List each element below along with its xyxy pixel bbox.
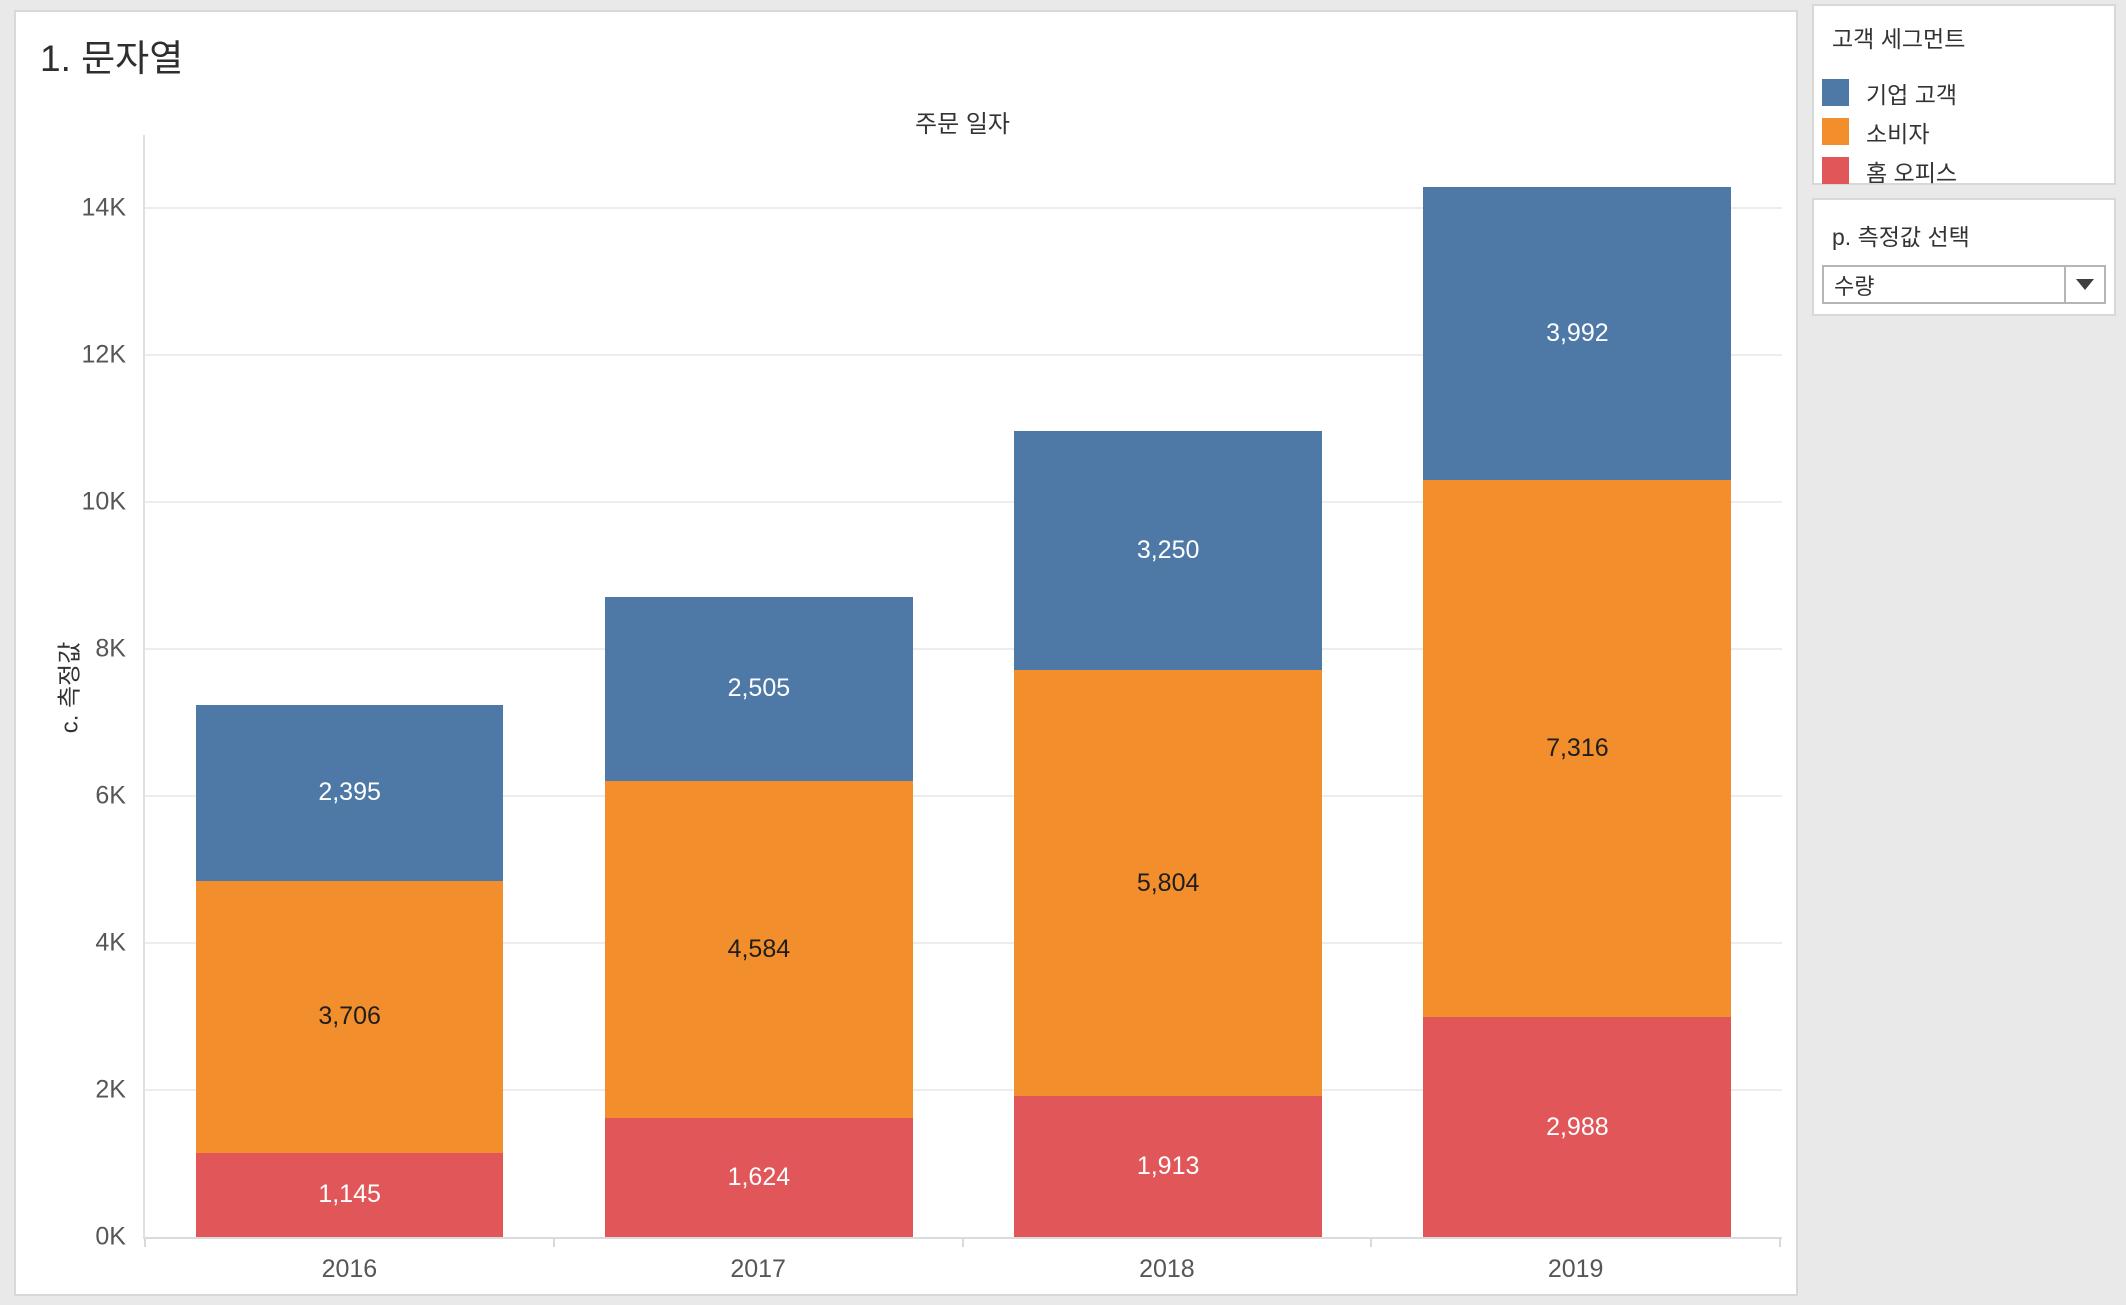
bar-segment-2019-홈 오피스[interactable]: 2,988 xyxy=(1423,1017,1732,1237)
bar-segment-2018-소비자[interactable]: 5,804 xyxy=(1014,670,1322,1097)
y-tick-label: 8K xyxy=(95,634,126,663)
bar-segment-2016-소비자[interactable]: 3,706 xyxy=(195,880,504,1153)
bar-segment-2019-기업 고객[interactable]: 3,992 xyxy=(1423,186,1732,480)
x-axis-tickmarks xyxy=(144,1239,1781,1248)
legend-item-홈 오피스[interactable]: 홈 오피스 xyxy=(1814,151,2114,190)
legend-swatch-icon xyxy=(1822,79,1849,106)
bar-segment-2017-홈 오피스[interactable]: 1,624 xyxy=(604,1117,913,1237)
x-axis-tick xyxy=(552,1239,555,1247)
gridline xyxy=(145,942,1782,945)
chart-title: 주문 일자 xyxy=(915,111,1010,138)
y-tick-label: 10K xyxy=(81,487,126,516)
parameter-title: p. 측정값 선택 xyxy=(1832,224,1970,250)
measure-select-value: 수량 xyxy=(1834,273,1875,299)
gridline xyxy=(145,207,1782,210)
chart-card: 1. 문자열 주문 일자 c. 측정값 0K 2K 4K 6K 8K 10K 12K 14K … xyxy=(14,10,1798,1296)
legend-item-label: 소비자 xyxy=(1866,120,1930,147)
x-tick-label: 2019 xyxy=(1547,1255,1604,1283)
gridline xyxy=(145,354,1782,357)
bar-value-label: 1,913 xyxy=(1136,1152,1200,1181)
bar-value-label: 2,395 xyxy=(318,778,381,807)
bar-value-label: 4,584 xyxy=(727,934,791,963)
y-tick-label: 6K xyxy=(95,781,126,810)
bar-value-label: 3,992 xyxy=(1546,318,1609,347)
bar-segment-2016-홈 오피스[interactable]: 1,145 xyxy=(195,1152,504,1237)
bar-value-label: 3,706 xyxy=(318,1002,381,1031)
bar-value-label: 5,804 xyxy=(1136,868,1200,897)
x-axis-tick xyxy=(144,1239,146,1247)
y-tick-label: 4K xyxy=(95,928,126,957)
x-tick-label: 2017 xyxy=(730,1255,786,1283)
bar-value-label: 1,624 xyxy=(727,1162,791,1191)
gridline xyxy=(145,648,1782,651)
bar-value-label: 2,505 xyxy=(727,674,791,703)
bar-segment-2016-기업 고객[interactable]: 2,395 xyxy=(195,704,504,881)
x-tick-label: 2016 xyxy=(321,1255,378,1283)
x-axis-tick xyxy=(961,1239,964,1247)
x-tick-label: 2018 xyxy=(1139,1255,1195,1283)
caret-down-icon xyxy=(2076,279,2094,290)
bar-segment-2018-홈 오피스[interactable]: 1,913 xyxy=(1014,1096,1322,1237)
legend-title: 고객 세그먼트 xyxy=(1832,26,1966,52)
bar-segment-2019-소비자[interactable]: 7,316 xyxy=(1423,480,1732,1018)
bar-segment-2017-소비자[interactable]: 4,584 xyxy=(604,780,913,1118)
gridline xyxy=(145,501,1782,504)
x-axis-labels: 2016 2017 2018 2019 xyxy=(145,1257,1780,1287)
legend-swatch-icon xyxy=(1822,157,1849,184)
page-title: 1. 문자열 xyxy=(40,38,184,79)
bar-value-label: 1,145 xyxy=(318,1180,381,1209)
parameter-card: p. 측정값 선택 수량 xyxy=(1812,198,2116,316)
y-tick-label: 2K xyxy=(95,1075,126,1104)
bar-value-label: 3,250 xyxy=(1136,536,1200,565)
legend-swatch-icon xyxy=(1822,118,1849,145)
measure-caret-cell xyxy=(2064,267,2104,302)
bar-value-label: 7,316 xyxy=(1546,734,1609,763)
legend-item-소비자[interactable]: 소비자 xyxy=(1814,112,2114,151)
gridline xyxy=(145,1089,1782,1092)
y-tick-label: 14K xyxy=(81,193,126,222)
x-axis-tick xyxy=(1370,1239,1373,1247)
y-axis-labels: 0K 2K 4K 6K 8K 10K 12K 14K xyxy=(16,135,126,1249)
bar-segment-2017-기업 고객[interactable]: 2,505 xyxy=(604,596,913,781)
y-tick-label: 12K xyxy=(81,340,126,369)
legend-item-기업 고객[interactable]: 기업 고객 xyxy=(1814,73,2114,112)
x-axis-tick xyxy=(1779,1239,1781,1247)
bar-value-label: 2,988 xyxy=(1546,1112,1609,1141)
legend-item-label: 홈 오피스 xyxy=(1866,159,1958,186)
measure-select[interactable]: 수량 xyxy=(1822,265,2106,304)
legend-item-label: 기업 고객 xyxy=(1866,81,1958,108)
y-tick-label: 0K xyxy=(95,1222,126,1251)
plot-area: 1,145 3,706 2,395 1,624 4,584 2,505 1,913 5,804… xyxy=(143,135,1782,1239)
bar-segment-2018-기업 고객[interactable]: 3,250 xyxy=(1014,431,1322,671)
gridline xyxy=(145,795,1782,798)
